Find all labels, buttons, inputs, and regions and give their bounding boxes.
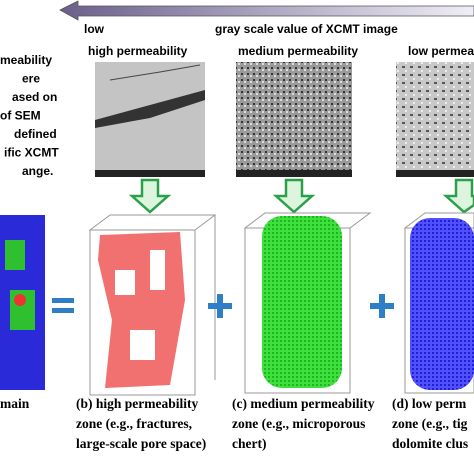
- axis-label: gray scale value of XCMT image: [215, 22, 398, 36]
- axis-arrow: [59, 0, 474, 21]
- panel-caption: (d) low perm: [392, 396, 467, 411]
- operators: [52, 294, 394, 318]
- low-label: low: [84, 22, 105, 36]
- sem-images: [95, 62, 474, 177]
- panel-title: low permea: [408, 44, 474, 58]
- panel-caption: (b) high permeability: [76, 396, 199, 411]
- side-text: ific XCMT: [4, 146, 59, 160]
- panel-caption: zone (e.g., tig: [392, 416, 468, 431]
- side-text: defined: [14, 127, 57, 141]
- side-text: ere: [22, 72, 40, 86]
- panel-title: medium permeability: [238, 44, 358, 58]
- volumes: [0, 212, 474, 396]
- panel-caption: (c) medium permeability: [232, 396, 375, 411]
- panel-caption: chert): [232, 436, 266, 451]
- panel-caption: zone (e.g., fractures,: [76, 416, 192, 431]
- panel-caption: dolomite clus: [392, 436, 468, 451]
- down-arrows: [128, 178, 474, 214]
- side-text: ased on: [12, 90, 57, 104]
- panel-caption: zone (e.g., microporous: [232, 416, 365, 431]
- panel-title: high permeability: [88, 44, 188, 58]
- left-caption: main: [0, 396, 30, 411]
- side-text: meability: [0, 53, 52, 67]
- side-text: of SEM: [0, 109, 41, 123]
- panel-caption: large-scale pore space): [76, 436, 206, 451]
- side-text: ange.: [22, 164, 53, 178]
